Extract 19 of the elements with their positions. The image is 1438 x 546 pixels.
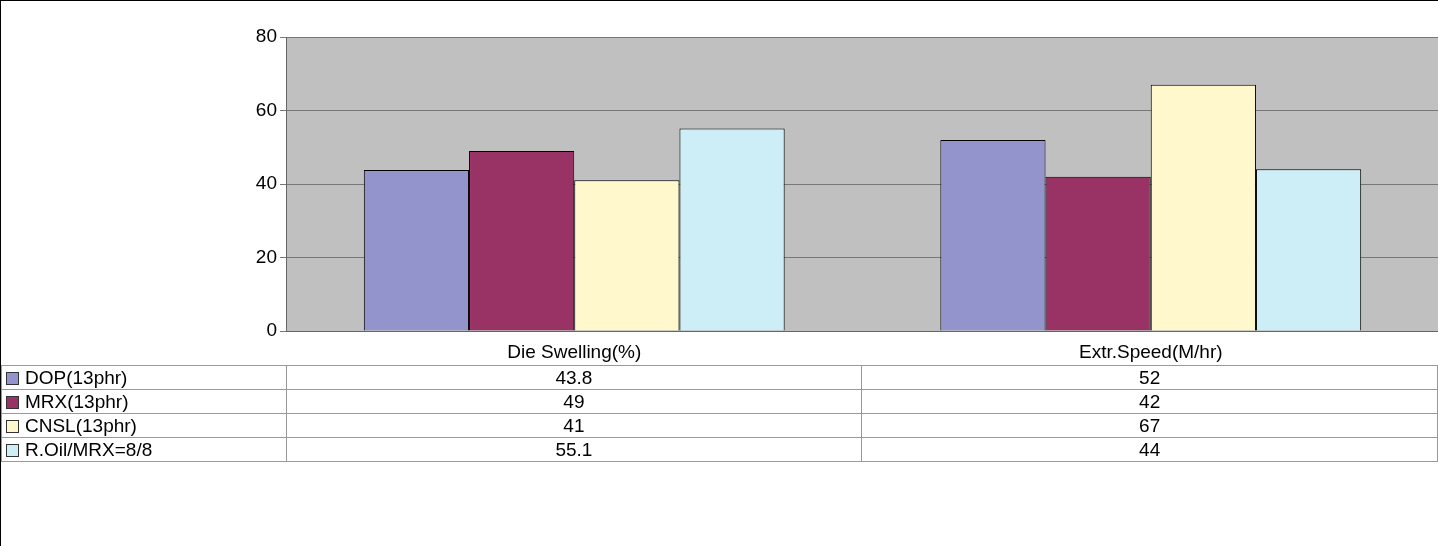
data-label: 43.8 [286, 365, 862, 390]
y-tick-label: 80 [255, 25, 277, 47]
legend-label: CNSL(13phr) [1, 413, 286, 438]
data-label: 42 [861, 389, 1438, 414]
legend-label: MRX(13phr) [1, 389, 286, 414]
legend-label: R.Oil/MRX=8/8 [1, 437, 286, 462]
x-tick-label: Extr.Speed(M/hr) [1078, 340, 1223, 362]
y-tick-label: 20 [255, 245, 277, 267]
data-label: 52 [861, 365, 1438, 390]
x-tick-label: Die Swelling(%) [507, 340, 642, 362]
legend-label: DOP(13phr) [1, 365, 286, 390]
data-label: 67 [861, 413, 1438, 438]
y-tick-label: 60 [255, 98, 277, 120]
data-label: 41 [286, 413, 862, 438]
data-label: 49 [286, 389, 862, 414]
data-label: 55.1 [286, 437, 862, 462]
y-tick-label: 40 [255, 172, 277, 194]
y-tick-label: 0 [266, 319, 277, 341]
data-label: 44 [861, 437, 1438, 462]
